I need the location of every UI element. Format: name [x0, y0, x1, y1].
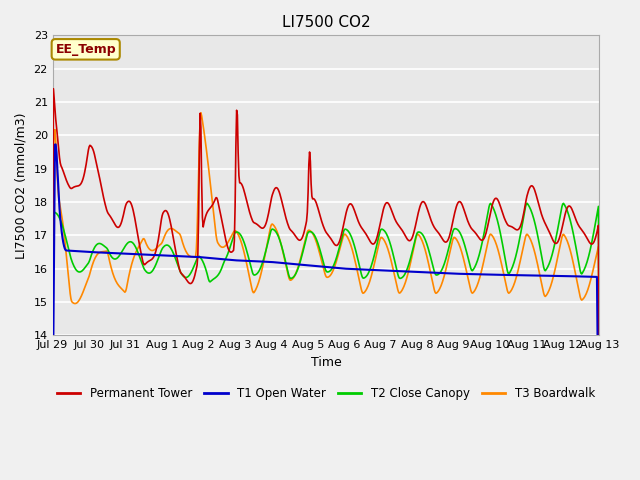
Legend: Permanent Tower, T1 Open Water, T2 Close Canopy, T3 Boardwalk: Permanent Tower, T1 Open Water, T2 Close… — [52, 382, 600, 404]
Y-axis label: LI7500 CO2 (mmol/m3): LI7500 CO2 (mmol/m3) — [15, 112, 28, 259]
Text: EE_Temp: EE_Temp — [56, 43, 116, 56]
X-axis label: Time: Time — [310, 356, 341, 369]
Title: LI7500 CO2: LI7500 CO2 — [282, 15, 371, 30]
